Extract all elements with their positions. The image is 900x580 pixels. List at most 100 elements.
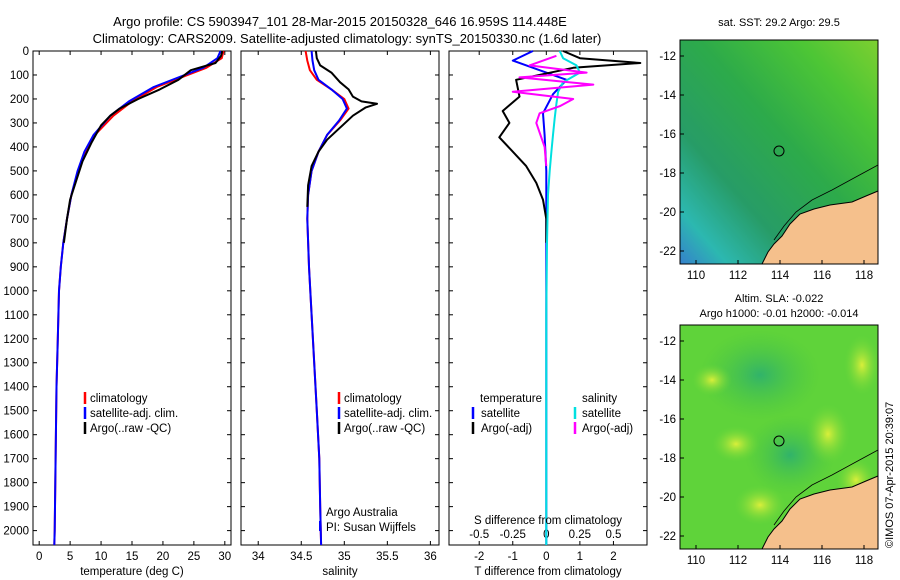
x-tick-label: 34.5: [290, 551, 312, 563]
sla-high: [844, 335, 880, 395]
x-tick-label: -2: [474, 551, 484, 563]
sst-map-title: sat. SST: 29.2 Argo: 29.5: [718, 17, 840, 29]
salinity-lines: [304, 50, 378, 546]
legend-title-salinity: salinity: [582, 393, 617, 405]
pi-label: PI: Susan Wijffels: [326, 522, 416, 534]
series-line-argo-raw-qc-: [62, 50, 224, 243]
sla-coastline: [761, 475, 879, 550]
series-line-satellite: [511, 50, 568, 545]
y-tick-label: 2000: [3, 526, 29, 538]
map-x-tick-label: 112: [729, 555, 747, 567]
x-tick-label: 5: [67, 551, 73, 563]
map-y-tick-label: -14: [659, 90, 676, 102]
y-tick-label: 0: [23, 46, 29, 58]
top-tick-label: -0.25: [500, 529, 526, 541]
series-line-argo-adj-: [498, 50, 642, 243]
sla-map-ticks: -12 -14 -16 -18 -20 -22 110 112 114 116 118: [659, 336, 873, 567]
y-tick-label: 1100: [4, 310, 29, 322]
sst-map-frame: [679, 39, 879, 265]
sla-high: [734, 485, 786, 525]
map-y-tick-label: -16: [659, 414, 676, 426]
salinity-plot-frame: [240, 50, 440, 546]
y-tick-label: 1500: [3, 406, 29, 418]
legend-label-satellite: satellite-adj. clim.: [344, 408, 432, 420]
salinity-xlabel: salinity: [322, 566, 357, 578]
map-x-tick-label: 118: [855, 270, 873, 282]
y-tick-label: 1900: [3, 502, 29, 514]
x-tick-label: 0: [36, 551, 42, 563]
y-tick-label: 400: [10, 142, 29, 154]
temperature-legend: climatology satellite-adj. clim. Argo(..…: [83, 392, 178, 435]
x-tick-label: 10: [95, 551, 108, 563]
series-line-argo-raw-qc-: [306, 50, 378, 207]
difference-axes: -2 -1 0 1 2-0.5 -0.25 0 0.25 0.5: [449, 50, 647, 563]
legend-label-s-satellite: satellite: [582, 408, 621, 420]
temperature-plot-frame: [32, 50, 232, 546]
map-y-tick-label: -12: [659, 51, 676, 63]
map-x-tick-label: 116: [813, 555, 831, 567]
legend-label-s-argo: Argo(-adj): [582, 423, 633, 435]
salinity-legend: climatology satellite-adj. clim. Argo(..…: [337, 392, 432, 435]
map-x-tick-label: 112: [729, 270, 747, 282]
map-x-tick-label: 110: [687, 270, 705, 282]
map-x-tick-label: 118: [855, 555, 873, 567]
sst-map: [679, 39, 879, 265]
map-y-tick-label: -12: [659, 336, 676, 348]
sla-high: [692, 364, 732, 396]
difference-plot-frame: [448, 50, 648, 546]
series-line-argo-adj-: [511, 54, 595, 167]
temperature-xlabel: temperature (deg C): [80, 566, 184, 578]
legend-label-t-argo: Argo(-adj): [481, 423, 532, 435]
title-line-1: Argo profile: CS 5903947_101 28-Mar-2015…: [113, 14, 567, 29]
legend-label-climatology: climatology: [344, 393, 402, 405]
sla-low: [700, 330, 820, 420]
sla-map-frame: [679, 324, 879, 550]
map-x-tick-label: 116: [813, 270, 831, 282]
legend-label-argo: Argo(..raw -QC): [344, 423, 425, 435]
x-tick-label: 2: [610, 551, 616, 563]
y-tick-label: 1200: [3, 334, 29, 346]
top-tick-label: 0.5: [605, 529, 621, 541]
map-y-tick-label: -16: [659, 129, 676, 141]
sst-coastline: [761, 190, 879, 265]
series-line-satellite: [545, 50, 581, 545]
x-tick-label: 36: [424, 551, 437, 563]
y-tick-label: 200: [10, 94, 29, 106]
x-tick-label: 30: [218, 551, 231, 563]
y-tick-label: 100: [10, 70, 29, 82]
map-y-tick-label: -20: [659, 492, 676, 504]
map-y-tick-label: -22: [659, 246, 676, 258]
x-tick-label: -1: [508, 551, 518, 563]
map-y-tick-label: -18: [659, 168, 676, 180]
y-tick-label: 600: [10, 190, 29, 202]
title-line-2: Climatology: CARS2009. Satellite-adjuste…: [93, 31, 602, 46]
map-x-tick-label: 114: [771, 555, 790, 567]
sla-map: [679, 324, 880, 550]
argo-australia-label: Argo Australia: [326, 507, 398, 519]
y-tick-label: 700: [10, 214, 29, 226]
map-y-tick-label: -14: [659, 375, 676, 387]
top-tick-label: -0.5: [469, 529, 489, 541]
y-tick-label: 1300: [3, 358, 29, 370]
difference-legend: temperature satellite Argo(-adj) salinit…: [471, 393, 633, 435]
sla-map-title-2: Argo h1000: -0.01 h2000: -0.014: [699, 308, 858, 320]
y-tick-label: 1600: [3, 430, 29, 442]
sst-shelf-contour: [773, 164, 879, 241]
x-tick-label: 20: [157, 551, 170, 563]
map-x-tick-label: 110: [687, 555, 705, 567]
sla-land: [762, 476, 878, 549]
y-tick-label: 900: [10, 262, 29, 274]
imos-timestamp: ©IMOS 07-Apr-2015 20:39:07: [884, 402, 896, 548]
sla-high: [712, 426, 760, 462]
x-tick-label: 1: [577, 551, 583, 563]
map-y-tick-label: -22: [659, 531, 676, 543]
legend-label-argo: Argo(..raw -QC): [90, 423, 171, 435]
series-line-satellite-adj-clim-: [53, 50, 222, 546]
sst-land: [762, 191, 878, 264]
x-tick-label: 35.5: [376, 551, 398, 563]
series-line-climatology: [53, 50, 225, 546]
y-tick-label: 1800: [3, 478, 29, 490]
difference-xlabel: T difference from climatology: [474, 566, 621, 578]
x-tick-label: 15: [126, 551, 139, 563]
